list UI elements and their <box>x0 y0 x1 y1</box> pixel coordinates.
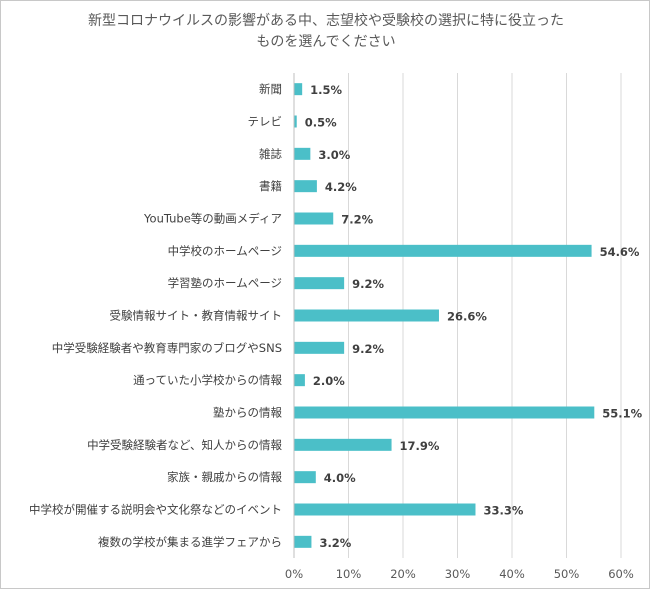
category-label: 中学受験経験者や教育専門家のブログやSNS <box>52 341 282 355</box>
category-label: 書籍 <box>259 179 282 193</box>
x-tick-label: 20% <box>390 567 416 581</box>
data-label: 7.2% <box>341 213 373 227</box>
category-label: 中学校が開催する説明会や文化祭などのイベント <box>29 503 282 517</box>
bar <box>294 212 334 225</box>
category-label: 複数の学校が集まる進学フェアから <box>98 535 282 549</box>
data-label: 4.0% <box>324 471 356 485</box>
x-tick-label: 0% <box>285 567 303 581</box>
bar <box>294 535 312 548</box>
x-tick-label: 50% <box>554 567 580 581</box>
data-label: 54.6% <box>600 245 640 259</box>
data-label: 9.2% <box>352 342 384 356</box>
category-label: テレビ <box>248 115 283 129</box>
data-label: 9.2% <box>352 277 384 291</box>
data-label: 33.3% <box>483 504 523 518</box>
category-label: YouTube等の動画メディア <box>143 212 282 226</box>
bar <box>294 115 297 128</box>
data-label: 3.2% <box>319 536 351 550</box>
data-label: 0.5% <box>305 116 337 130</box>
data-label: 17.9% <box>400 439 440 453</box>
bar <box>294 277 345 290</box>
x-tick-label: 40% <box>499 567 525 581</box>
x-tick-label: 60% <box>608 567 634 581</box>
bar <box>294 83 303 96</box>
bar <box>294 503 476 516</box>
chart-title-line-2: ものを選んでください <box>256 34 395 50</box>
x-tick-label: 10% <box>336 567 362 581</box>
bar <box>294 244 592 257</box>
category-label: 受験情報サイト・教育情報サイト <box>110 309 283 323</box>
data-label: 4.2% <box>325 180 357 194</box>
category-label: 通っていた小学校からの情報 <box>133 373 282 387</box>
bar <box>294 147 311 160</box>
labels: 0% 10% 20% 30% 40% 50% 60% 新聞 1.5% テレビ 0.5% 雑誌 3.0% 書… <box>29 82 643 581</box>
bar <box>294 374 305 387</box>
category-label: 中学校のホームページ <box>168 244 282 258</box>
bar <box>294 341 345 354</box>
category-label: 新聞 <box>259 82 282 96</box>
bar <box>294 406 595 419</box>
x-tick-label: 30% <box>445 567 471 581</box>
bar <box>294 309 439 322</box>
category-label: 学習塾のホームページ <box>168 276 282 290</box>
bar <box>294 438 392 451</box>
category-label: 中学受験経験者など、知人からの情報 <box>87 438 282 452</box>
category-label: 雑誌 <box>259 147 282 161</box>
data-label: 2.0% <box>313 374 345 388</box>
bars <box>294 83 595 548</box>
category-label: 家族・親戚からの情報 <box>167 470 282 484</box>
data-label: 26.6% <box>447 310 487 324</box>
category-label: 塾からの情報 <box>213 406 282 420</box>
chart-title-line-1: 新型コロナウイルスの影響がある中、志望校や受験校の選択に特に役立った <box>88 12 564 29</box>
data-label: 55.1% <box>602 407 642 421</box>
bar <box>294 471 316 484</box>
data-label: 1.5% <box>310 83 342 97</box>
bar <box>294 180 317 193</box>
data-label: 3.0% <box>318 148 350 162</box>
